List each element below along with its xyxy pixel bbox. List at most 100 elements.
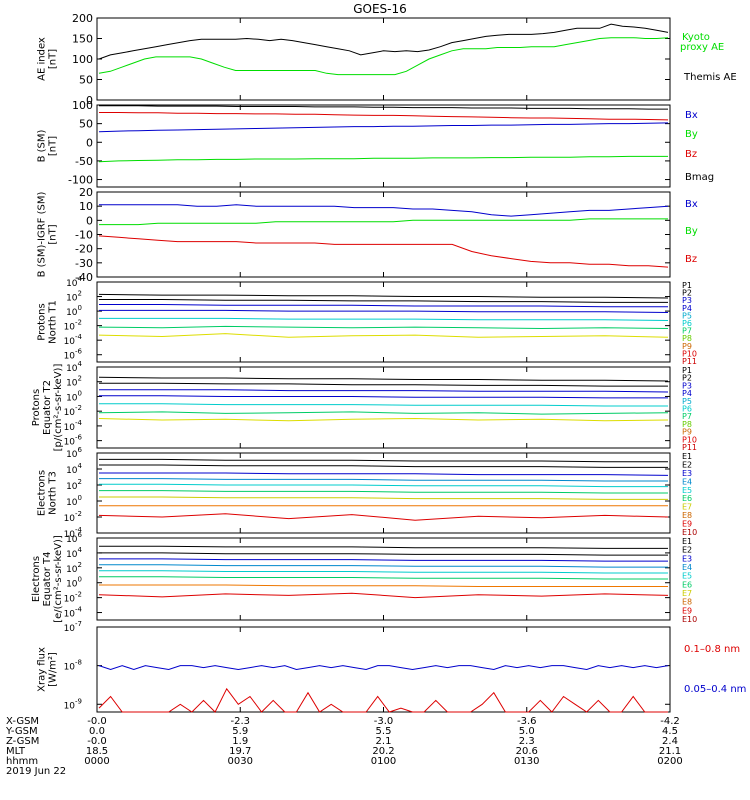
- series-line-pnorth-p5: [99, 317, 669, 321]
- legend-bdiff-bz: Bz: [685, 254, 697, 265]
- legend-pnorth-p4: P4: [682, 304, 692, 313]
- axis-row-label: Y-GSM: [5, 726, 38, 737]
- series-line-eequator-e7: [99, 584, 668, 587]
- legend-enorth-e2: E2: [682, 460, 692, 469]
- legend-eequator-e5: E5: [682, 572, 692, 581]
- axis-tick-xgsm: -3.6: [517, 716, 537, 727]
- ytick-exponent-eequator: 0: [78, 576, 82, 584]
- ytick-label-bdiff: -10: [75, 229, 93, 242]
- ytick-exponent-enorth: 2: [78, 478, 82, 486]
- series-line-eequator-e4: [99, 564, 668, 568]
- ylabel-pnorth: Protons: [37, 303, 48, 340]
- ytick-label-eequator: 10-4: [64, 606, 83, 620]
- series-line-pnorth-p6: [98, 325, 669, 330]
- series-line-enorth-e2: [99, 464, 668, 468]
- axis-tick-xgsm: -3.0: [374, 716, 394, 727]
- legend-xray-0-05-0-4-nm: 0.05–0.4 nm: [684, 684, 746, 695]
- ytick-label-pequator: 102: [66, 375, 82, 389]
- legend-pnorth-p6: P6: [682, 319, 692, 328]
- series-line-ae-themis-ae: [98, 23, 669, 60]
- legend-enorth-e1: E1: [682, 452, 692, 461]
- ytick-label-bsm: 0: [86, 136, 93, 149]
- ytick-exponent-enorth: -2: [75, 510, 82, 518]
- legend-eequator-e8: E8: [682, 598, 692, 607]
- ytick-label-pequator: 10-2: [64, 404, 82, 418]
- legend-bdiff-bx: Bx: [685, 199, 698, 210]
- ytick-label-bdiff: 20: [79, 186, 93, 199]
- ytick-label-enorth: 104: [66, 462, 82, 476]
- legend-eequator-e10: E10: [682, 615, 697, 624]
- ytick-exponent-eequator: 2: [78, 561, 82, 569]
- legend-bsm-bmag: Bmag: [685, 172, 714, 183]
- series-line-pequator-p6: [98, 411, 669, 415]
- series-line-pequator-p4: [99, 395, 668, 399]
- ytick-label-ae: 0: [86, 94, 93, 107]
- ytick-exponent-pequator: 0: [78, 389, 82, 397]
- axis-tick-hhmm: 0100: [371, 756, 396, 767]
- ylabel-bdiff: [nT]: [48, 224, 59, 244]
- series-line-eequator-e3: [99, 558, 668, 562]
- axis-tick-hhmm: 0130: [514, 756, 539, 767]
- axis-tick-hhmm: 0200: [657, 756, 682, 767]
- ytick-exponent-pnorth: -6: [75, 348, 83, 356]
- series-line-pnorth-p2: [99, 299, 668, 303]
- ytick-exponent-enorth: -4: [75, 526, 83, 534]
- ytick-exponent-eequator: -4: [75, 606, 83, 614]
- series-line-pequator-p1: [98, 376, 669, 382]
- axis-tick-ygsm: 0.0: [89, 726, 105, 737]
- series-line-xray-0-1-0-8-nm: [98, 687, 668, 713]
- ytick-exponent-xray: -9: [75, 697, 82, 705]
- ytick-label-bdiff: 10: [79, 200, 93, 213]
- ylabel-ae: AE index: [37, 37, 48, 81]
- axis-row-label: MLT: [6, 746, 26, 757]
- ytick-label-ae: 200: [72, 12, 93, 25]
- ylabel-xray: Xray flux: [37, 647, 48, 692]
- legend-pequator-p5: P5: [682, 397, 692, 406]
- ytick-exponent-pequator: -4: [75, 419, 83, 427]
- legend-enorth-e7: E7: [682, 503, 692, 512]
- axis-row-label: Z-GSM: [6, 736, 39, 747]
- legend-pequator-p6: P6: [682, 405, 692, 414]
- ylabel-bsm: [nT]: [48, 136, 59, 156]
- legend-enorth-e6: E6: [682, 494, 692, 503]
- ytick-label-enorth: 106: [66, 446, 82, 460]
- ytick-label-bsm: -50: [75, 155, 93, 168]
- axis-tick-ygsm: 5.9: [232, 726, 248, 737]
- axis-tick-ygsm: 4.5: [662, 726, 678, 737]
- legend-eequator-e7: E7: [682, 589, 692, 598]
- legend-xray-0-1-0-8-nm: 0.1–0.8 nm: [684, 644, 740, 655]
- ytick-label-xray: 10-7: [64, 620, 82, 634]
- series-line-xray-0-05-0-4-nm: [98, 665, 669, 671]
- series-line-enorth-e1: [99, 458, 668, 463]
- legend-eequator-e4: E4: [682, 563, 692, 572]
- ylabel-enorth: North T3: [48, 471, 59, 515]
- ytick-label-enorth: 10-2: [64, 510, 82, 524]
- series-line-bdiff-bz: [98, 235, 669, 268]
- series-line-eequator-e1: [99, 545, 668, 549]
- series-line-enorth-e4: [99, 478, 668, 482]
- panel-frame-ae: [96, 17, 671, 101]
- ylabel-eequator: Electrons: [31, 556, 42, 602]
- series-line-pequator-p7: [98, 417, 669, 422]
- ytick-exponent-enorth: 6: [78, 446, 83, 454]
- legend-enorth-e8: E8: [682, 511, 692, 520]
- ylabel-pnorth: North T1: [48, 300, 59, 344]
- ytick-exponent-pnorth: 0: [78, 304, 82, 312]
- ytick-exponent-enorth: 0: [78, 494, 82, 502]
- ytick-label-pnorth: 100: [66, 304, 82, 318]
- series-line-pnorth-p7: [98, 333, 669, 338]
- legend-ae-proxy-ae: proxy AE: [680, 42, 724, 53]
- ytick-exponent-pnorth: -4: [75, 333, 83, 341]
- ytick-exponent-eequator: 4: [78, 546, 83, 554]
- ytick-label-bdiff: -40: [75, 271, 93, 284]
- series-line-eequator-e5: [99, 570, 668, 574]
- series-line-pequator-p2: [99, 382, 668, 387]
- ytick-label-xray: 10-9: [64, 697, 82, 711]
- legend-pnorth-p2: P2: [682, 289, 692, 298]
- ytick-exponent-pnorth: 4: [78, 275, 83, 283]
- series-line-pnorth-p4: [99, 309, 669, 313]
- axis-row-label: X-GSM: [6, 716, 39, 727]
